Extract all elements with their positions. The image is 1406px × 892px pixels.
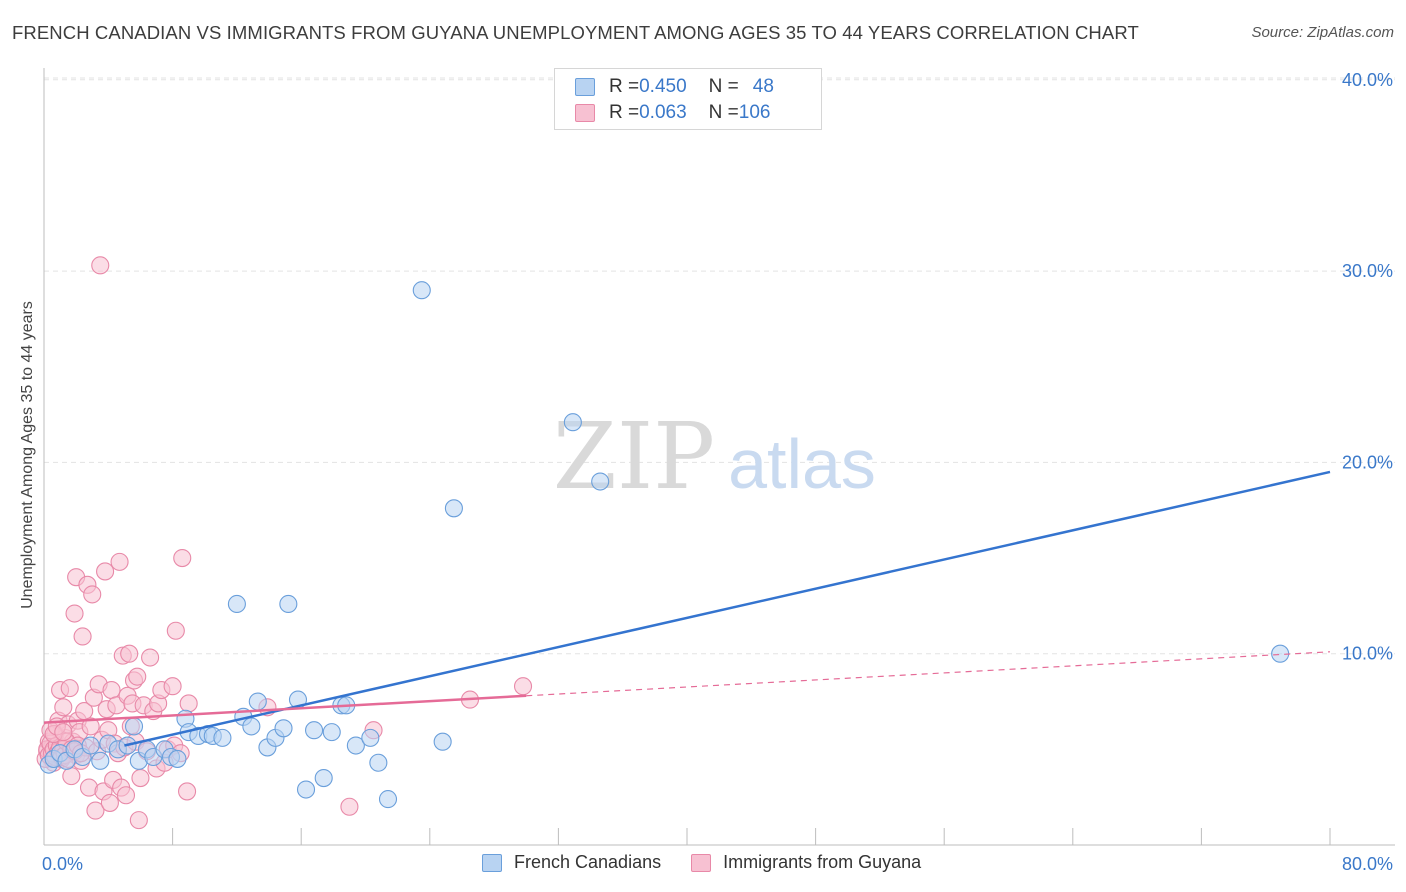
series-french-canadians [39, 281, 1290, 809]
trendlines [43, 470, 1331, 747]
guyana-point-30 [83, 585, 102, 604]
guyana-point-59 [129, 811, 148, 830]
x-tick-label-max: 80.0% [1342, 854, 1393, 874]
french-canadian-point-27 [248, 692, 267, 711]
french-canadian-point-44 [433, 732, 452, 751]
guyana-point-41 [100, 793, 119, 812]
guyana-point-15 [60, 679, 79, 698]
watermark: ZIP atlas [553, 403, 876, 510]
trendline-immigrants-from-guyana [43, 694, 527, 724]
french-canadian-point-34 [305, 721, 324, 740]
legend-row-french-canadians: R = 0.450 N = 48 [575, 75, 774, 99]
guyana-point-60 [131, 768, 150, 788]
y-tick-label-1: 20.0% [1342, 452, 1393, 472]
french-canadian-point-42 [378, 790, 398, 809]
french-canadian-point-35 [314, 768, 333, 788]
guyana-point-75 [178, 782, 197, 801]
y-tick-label-2: 30.0% [1342, 261, 1393, 281]
legend-label-french-canadians: French Canadians [514, 852, 662, 872]
guyana-point-38 [96, 562, 115, 581]
guyana-point-70 [163, 677, 182, 696]
guyana-point-76 [179, 694, 198, 713]
guyana-point-29 [81, 717, 100, 736]
guyana-point-72 [166, 621, 185, 640]
guyana-point-35 [91, 256, 110, 275]
blue-swatch-icon [575, 78, 595, 96]
guyana-point-101 [340, 797, 359, 816]
watermark-atlas: atlas [728, 425, 876, 503]
y-tick-label-3: 40.0% [1342, 70, 1393, 90]
guyana-point-24 [73, 627, 92, 646]
r-value: 0.063 [639, 102, 687, 123]
legend-item-immigrants-from-guyana: Immigrants from Guyana [691, 852, 921, 873]
french-canadian-point-6 [81, 736, 100, 755]
legend-item-french-canadians: French Canadians [482, 852, 661, 873]
n-label: N = [708, 102, 739, 123]
trendline-immigrants-from-guyana-extension [526, 651, 1331, 697]
gridlines [44, 77, 1395, 655]
pink-swatch-icon [691, 853, 712, 872]
guyana-point-42 [102, 680, 121, 700]
guyana-point-11 [54, 698, 73, 717]
french-canadian-point-30 [274, 719, 293, 738]
guyana-point-18 [65, 604, 84, 623]
guyana-point-16 [62, 767, 81, 786]
r-label: R = [609, 102, 640, 123]
french-canadian-point-36 [322, 723, 341, 742]
guyana-point-51 [116, 786, 136, 805]
french-canadian-point-43 [412, 281, 431, 300]
n-value: 48 [752, 76, 774, 97]
y-tick-label-0: 10.0% [1342, 644, 1393, 664]
french-canadian-point-40 [361, 728, 380, 747]
chart-title: FRENCH CANADIAN VS IMMIGRANTS FROM GUYAN… [12, 22, 1139, 43]
guyana-point-63 [141, 648, 160, 667]
guyana-point-104 [513, 677, 533, 696]
french-canadian-point-7 [91, 751, 110, 770]
french-canadian-point-45 [444, 499, 463, 518]
guyana-point-99 [54, 723, 73, 742]
blue-swatch-icon [482, 853, 502, 872]
french-canadian-point-17 [168, 749, 187, 768]
guyana-point-47 [110, 552, 129, 571]
french-canadian-point-11 [124, 717, 144, 736]
r-value: 0.450 [639, 76, 687, 97]
source-label: Source: ZipAtlas.com [1251, 24, 1394, 41]
tick-labels: 10.0% 20.0% 30.0% 40.0% 0.0% 80.0% [42, 70, 1393, 874]
r-label: R = [609, 76, 640, 97]
axes [43, 68, 1395, 846]
french-canadian-point-26 [242, 717, 261, 736]
french-canadian-point-24 [227, 594, 246, 614]
french-canadian-point-23 [213, 728, 232, 747]
pink-swatch-icon [575, 104, 595, 122]
french-canadian-point-31 [279, 594, 298, 614]
guyana-point-53 [120, 644, 139, 663]
guyana-point-58 [128, 667, 147, 686]
trendline-french-canadians [124, 470, 1331, 747]
french-canadian-point-47 [591, 472, 610, 491]
n-label: N = [708, 76, 739, 97]
n-value: 106 [738, 102, 771, 123]
legend-row-immigrants-from-guyana: R = 0.063 N = 106 [575, 101, 770, 125]
legend-label-immigrants-from-guyana: Immigrants from Guyana [723, 852, 922, 872]
guyana-point-32 [86, 801, 105, 820]
french-canadian-point-46 [563, 413, 582, 432]
french-canadian-point-33 [296, 780, 316, 799]
french-canadian-point-41 [369, 753, 388, 772]
series-legend: French Canadians Immigrants from Guyana [482, 852, 951, 873]
guyana-point-74 [173, 548, 192, 568]
french-canadian-point-39 [346, 736, 365, 755]
correlation-legend: R = 0.450 N = 48 R = 0.063 N = 106 [554, 68, 822, 130]
x-tick-label-min: 0.0% [42, 854, 83, 874]
